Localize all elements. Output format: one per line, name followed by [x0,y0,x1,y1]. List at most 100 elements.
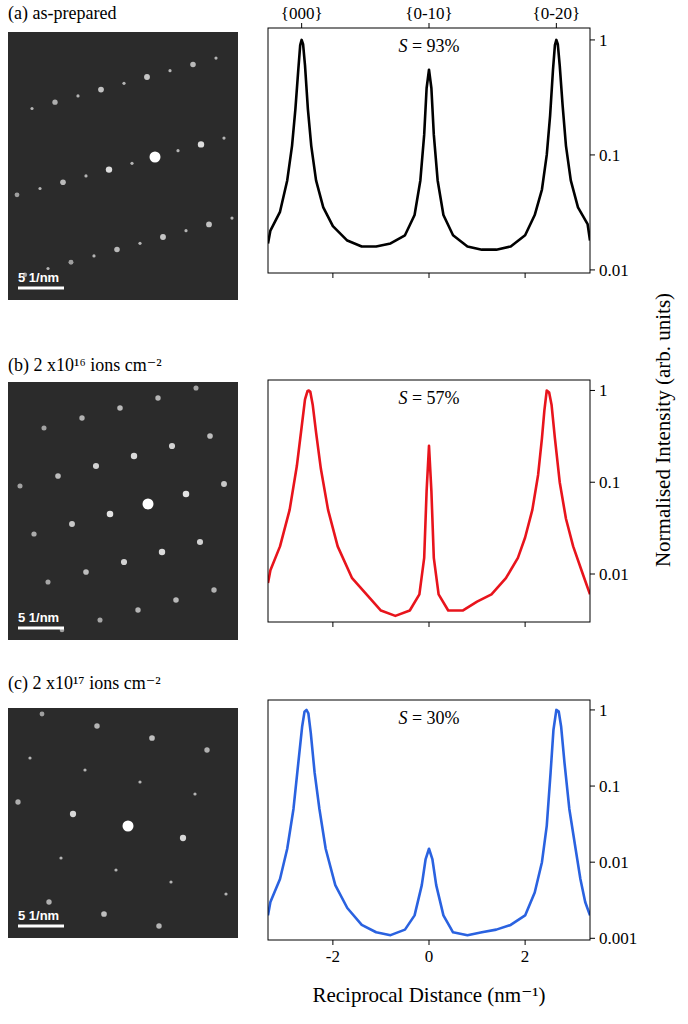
diffraction-spot [206,222,212,228]
diffraction-spot [135,607,140,612]
diffraction-spot [222,137,225,140]
diffraction-spot [130,162,133,165]
diffraction-spot [207,433,213,439]
x-tick [332,622,333,627]
diffraction-spot [59,856,62,859]
x-tick [525,273,526,278]
diffraction-spot [204,747,209,752]
x2-tick-label: {000} [281,4,323,23]
scale-bar [18,287,64,290]
diffraction-spot [107,511,114,518]
image-background [8,382,238,640]
diffraction-spot [121,559,127,565]
y-tick [590,709,595,710]
diffraction-spot [230,217,233,220]
panel-title: (b) 2 x10¹⁶ ions cm⁻² [8,355,162,376]
diffraction-spot [150,152,161,163]
diffraction-spot [55,473,61,479]
diffraction-spot [30,107,33,110]
diffraction-spot [83,569,89,575]
diffraction-spot [106,166,112,172]
diffraction-spot [176,149,179,152]
diffraction-spot [184,229,187,232]
x-tick [525,940,526,945]
y-tick-label: 0.001 [599,929,637,948]
y-tick-label: 0.01 [599,853,629,872]
y-tick-label: 0.01 [599,565,629,584]
x2-tick [429,23,430,28]
x-axis-title: Reciprocal Distance (nm⁻¹) [312,983,545,1007]
y-tick-label: 0.01 [599,261,629,280]
y-tick [590,39,595,40]
order-parameter-label: S = 30% [398,708,459,728]
scale-bar-label: 5 1/nm [18,610,59,625]
diffraction-spot [131,453,137,459]
diffraction-spot [156,923,161,928]
y-tick [590,862,595,863]
figure: (a) as-prepared 5 1/nm {000} {0-10} {0-20} 0.… [0,0,688,1024]
diffraction-spot [144,74,150,80]
plot-area [268,40,590,250]
diffraction-spot [70,811,76,817]
profile-line [268,390,590,615]
diffraction-spot [198,141,204,147]
diffraction-spot [211,587,216,592]
y-tick [590,154,595,155]
diffraction-spot [114,868,117,871]
diffraction-spot [28,756,31,759]
diffraction-spot [221,481,227,487]
diffraction-spot [123,821,134,832]
diffraction-spot [159,549,165,555]
profile-line [268,710,590,935]
diffraction-spot [143,499,154,510]
diffraction-spot [155,395,160,400]
x-tick-label: 2 [521,947,530,966]
diffraction-spot [17,483,22,488]
profile-line [268,40,590,250]
diffraction-spot [15,192,20,197]
plot-area [268,710,590,935]
panel-title: (a) as-prepared [8,3,116,24]
diffraction-spot [193,385,198,390]
annotation-symbol: S [398,708,407,728]
diffraction-spot [122,82,125,85]
diffraction-spot [98,87,104,93]
diffraction-spot [60,179,66,185]
y-tick [590,574,595,575]
scale-bar [18,627,64,630]
y-tick-label: 0.1 [599,777,620,796]
diffraction-spot [69,521,75,527]
diffraction-spot [93,463,99,469]
diffraction-spot [169,880,172,883]
y-tick [590,390,595,391]
annotation-value: = 57% [407,388,459,408]
diffraction-spot [83,768,86,771]
x-tick [429,622,430,627]
x2-tick-label: {0-20} [533,4,580,23]
plot-frame [268,700,590,940]
diffraction-spot [40,712,45,717]
y-tick [590,269,595,270]
diffraction-spot [41,425,46,430]
x-tick-label: 0 [425,947,434,966]
diffraction-spot [101,911,107,917]
y-tick-label: 1 [599,701,608,720]
x-tick [429,940,430,945]
y-tick-label: 0.1 [599,146,620,165]
scale-bar-label: 5 1/nm [18,908,59,923]
scale-bar-label: 5 1/nm [18,270,59,285]
x-tick [429,273,430,278]
diffraction-spot [149,735,155,741]
y-tick-label: 1 [599,31,608,50]
x-tick [332,940,333,945]
diffraction-spot [224,892,227,895]
diffraction-spot [79,415,84,420]
x-tick [525,622,526,627]
y-tick-label: 1 [599,381,608,400]
x2-tick-label: {0-10} [405,4,452,23]
diffraction-spot [173,597,179,603]
y-tick-label: 0.1 [599,473,620,492]
diffraction-spot [117,405,123,411]
y-tick [590,786,595,787]
annotation-symbol: S [398,388,407,408]
